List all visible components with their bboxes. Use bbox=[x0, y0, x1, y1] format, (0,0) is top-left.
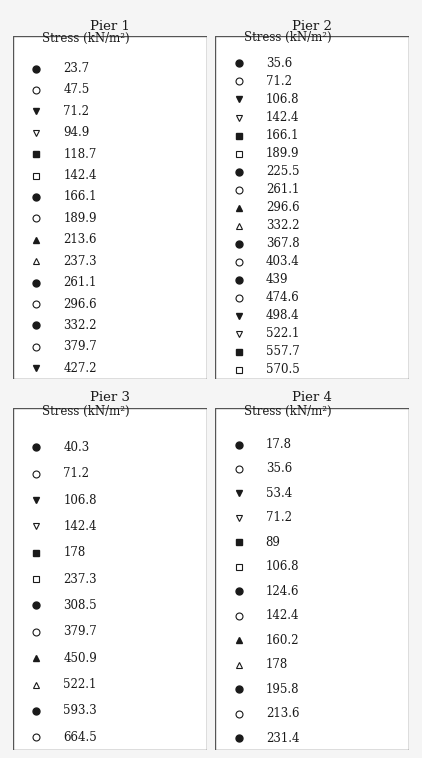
Text: 47.5: 47.5 bbox=[63, 83, 89, 96]
Text: 231.4: 231.4 bbox=[266, 731, 299, 744]
Text: 296.6: 296.6 bbox=[266, 201, 299, 215]
Text: 213.6: 213.6 bbox=[63, 233, 97, 246]
Text: 225.5: 225.5 bbox=[266, 165, 299, 178]
Text: 106.8: 106.8 bbox=[266, 560, 299, 573]
Text: 142.4: 142.4 bbox=[63, 169, 97, 182]
Text: 17.8: 17.8 bbox=[266, 438, 292, 451]
Text: 522.1: 522.1 bbox=[63, 678, 97, 691]
FancyBboxPatch shape bbox=[13, 408, 207, 750]
Text: 23.7: 23.7 bbox=[63, 62, 89, 75]
Text: 332.2: 332.2 bbox=[63, 319, 97, 332]
Text: 106.8: 106.8 bbox=[63, 493, 97, 506]
Text: 35.6: 35.6 bbox=[266, 57, 292, 70]
Text: 53.4: 53.4 bbox=[266, 487, 292, 500]
Text: 71.2: 71.2 bbox=[266, 75, 292, 88]
Text: 367.8: 367.8 bbox=[266, 237, 299, 250]
Text: 237.3: 237.3 bbox=[63, 255, 97, 268]
Text: Stress (kN/m²): Stress (kN/m²) bbox=[42, 406, 130, 418]
FancyBboxPatch shape bbox=[215, 36, 409, 379]
Text: 570.5: 570.5 bbox=[266, 364, 300, 377]
Text: 308.5: 308.5 bbox=[63, 599, 97, 612]
FancyBboxPatch shape bbox=[215, 408, 409, 750]
Text: 213.6: 213.6 bbox=[266, 707, 299, 720]
Text: 332.2: 332.2 bbox=[266, 219, 299, 232]
Text: Pier 2: Pier 2 bbox=[292, 20, 332, 33]
Text: 124.6: 124.6 bbox=[266, 585, 299, 598]
Text: 142.4: 142.4 bbox=[266, 111, 299, 124]
Text: 379.7: 379.7 bbox=[63, 625, 97, 638]
Text: 261.1: 261.1 bbox=[266, 183, 299, 196]
Text: 664.5: 664.5 bbox=[63, 731, 97, 744]
Text: 522.1: 522.1 bbox=[266, 327, 299, 340]
Text: Pier 4: Pier 4 bbox=[292, 391, 332, 404]
Text: 178: 178 bbox=[63, 547, 85, 559]
Text: 261.1: 261.1 bbox=[63, 276, 97, 289]
Text: 189.9: 189.9 bbox=[63, 212, 97, 225]
Text: 178: 178 bbox=[266, 658, 288, 672]
Text: 71.2: 71.2 bbox=[63, 467, 89, 480]
Text: 379.7: 379.7 bbox=[63, 340, 97, 353]
Text: 450.9: 450.9 bbox=[63, 652, 97, 665]
FancyBboxPatch shape bbox=[13, 36, 207, 379]
Text: Pier 1: Pier 1 bbox=[90, 20, 130, 33]
Text: Stress (kN/m²): Stress (kN/m²) bbox=[244, 30, 332, 44]
Text: 439: 439 bbox=[266, 274, 288, 287]
Text: Stress (kN/m²): Stress (kN/m²) bbox=[42, 32, 130, 45]
Text: 71.2: 71.2 bbox=[266, 512, 292, 525]
Text: 40.3: 40.3 bbox=[63, 441, 89, 454]
Text: 160.2: 160.2 bbox=[266, 634, 299, 647]
Text: 189.9: 189.9 bbox=[266, 147, 299, 160]
Text: 71.2: 71.2 bbox=[63, 105, 89, 117]
Text: 498.4: 498.4 bbox=[266, 309, 299, 322]
Text: 166.1: 166.1 bbox=[266, 129, 299, 142]
Text: 89: 89 bbox=[266, 536, 281, 549]
Text: 35.6: 35.6 bbox=[266, 462, 292, 475]
Text: 237.3: 237.3 bbox=[63, 572, 97, 586]
Text: 166.1: 166.1 bbox=[63, 190, 97, 203]
Text: 474.6: 474.6 bbox=[266, 291, 300, 305]
Text: 557.7: 557.7 bbox=[266, 346, 300, 359]
Text: 427.2: 427.2 bbox=[63, 362, 97, 374]
Text: Pier 3: Pier 3 bbox=[90, 391, 130, 404]
Text: 142.4: 142.4 bbox=[63, 520, 97, 533]
Text: 296.6: 296.6 bbox=[63, 298, 97, 311]
Text: Stress (kN/m²): Stress (kN/m²) bbox=[244, 405, 332, 418]
Text: 593.3: 593.3 bbox=[63, 704, 97, 717]
Text: 118.7: 118.7 bbox=[63, 148, 97, 161]
Text: 195.8: 195.8 bbox=[266, 683, 299, 696]
Text: 142.4: 142.4 bbox=[266, 609, 299, 622]
Text: 403.4: 403.4 bbox=[266, 255, 300, 268]
Text: 106.8: 106.8 bbox=[266, 93, 299, 106]
Text: 94.9: 94.9 bbox=[63, 127, 89, 139]
